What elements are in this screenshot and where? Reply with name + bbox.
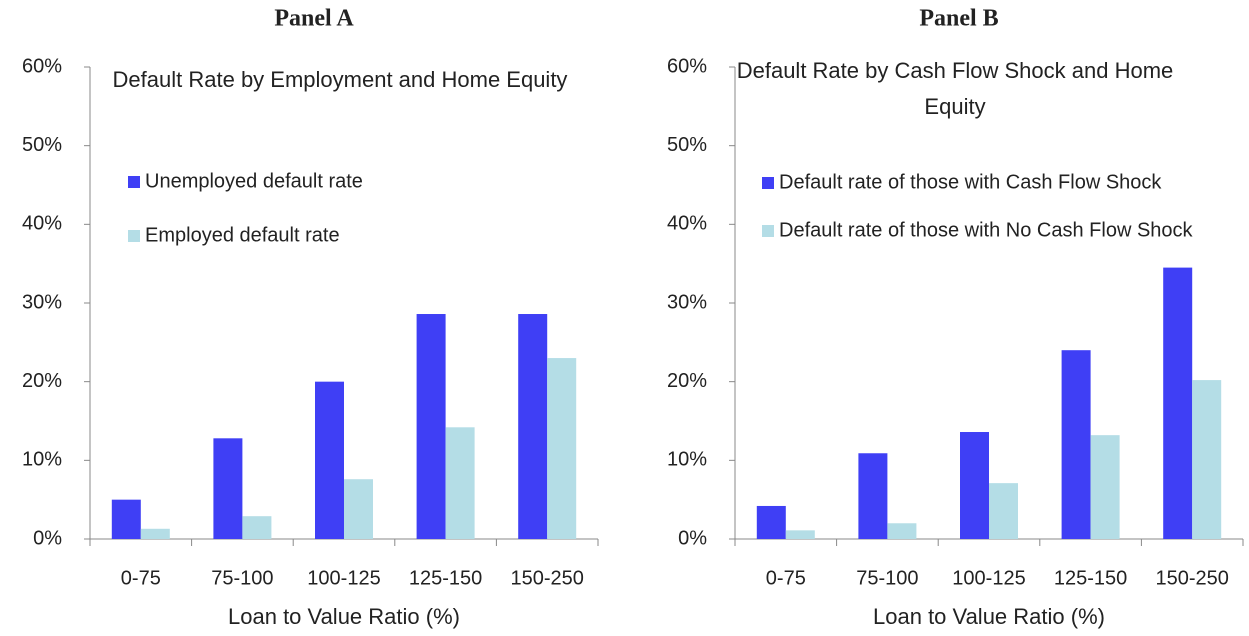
bar	[344, 479, 373, 539]
y-tick-label: 0%	[678, 527, 707, 549]
x-axis-label: Loan to Value Ratio (%)	[873, 604, 1105, 629]
y-tick-label: 10%	[22, 449, 62, 471]
y-tick-label: 30%	[667, 291, 707, 313]
bar	[989, 483, 1018, 539]
legend-label: Default rate of those with Cash Flow Sho…	[779, 171, 1162, 193]
bar	[960, 432, 989, 539]
legend-label: Unemployed default rate	[145, 170, 363, 192]
x-tick-label: 0-75	[766, 567, 806, 589]
y-tick-label: 50%	[22, 134, 62, 156]
legend-swatch	[762, 225, 774, 237]
legend-label: Default rate of those with No Cash Flow …	[779, 219, 1194, 241]
y-tick-label: 20%	[22, 370, 62, 392]
chart-subtitle: Default Rate by Cash Flow Shock and Home…	[736, 58, 1174, 119]
bar	[1163, 267, 1193, 539]
chart-subtitle: Default Rate by Employment and Home Equi…	[112, 67, 568, 92]
legend-swatch	[128, 230, 140, 242]
y-tick-label: 0%	[33, 527, 62, 549]
x-tick-label: 0-75	[121, 567, 161, 589]
x-tick-label: 125-150	[1054, 567, 1127, 589]
legend-swatch	[128, 176, 140, 188]
bar	[1061, 350, 1091, 539]
bar	[887, 523, 917, 539]
bar	[785, 530, 815, 539]
y-tick-label: 50%	[667, 134, 707, 156]
bar	[140, 528, 170, 539]
bar	[518, 314, 548, 539]
y-tick-label: 30%	[22, 291, 62, 313]
y-tick-label: 10%	[667, 449, 707, 471]
y-tick-label: 40%	[667, 213, 707, 235]
x-tick-label: 150-250	[510, 567, 583, 589]
legend-swatch	[762, 177, 774, 189]
bar	[756, 505, 786, 539]
y-tick-label: 60%	[667, 55, 707, 77]
bar	[111, 499, 141, 539]
bar	[858, 453, 888, 539]
bar	[1192, 380, 1222, 539]
x-axis-label: Loan to Value Ratio (%)	[228, 604, 460, 629]
x-tick-label: 100-125	[307, 567, 380, 589]
y-tick-label: 20%	[667, 370, 707, 392]
bar	[445, 427, 475, 539]
bar	[1090, 435, 1120, 539]
legend-label: Employed default rate	[145, 224, 340, 246]
panel-title: Panel B	[919, 6, 998, 32]
x-tick-label: 150-250	[1155, 567, 1228, 589]
bar	[547, 358, 577, 539]
bar	[315, 381, 344, 539]
x-tick-label: 75-100	[211, 567, 273, 589]
x-tick-label: 75-100	[856, 567, 918, 589]
bar	[416, 314, 446, 539]
bar	[242, 516, 272, 539]
x-tick-label: 100-125	[952, 567, 1025, 589]
y-tick-label: 40%	[22, 213, 62, 235]
panel-title: Panel A	[274, 6, 354, 32]
x-tick-label: 125-150	[409, 567, 482, 589]
bar	[213, 438, 243, 539]
y-tick-label: 60%	[22, 55, 62, 77]
